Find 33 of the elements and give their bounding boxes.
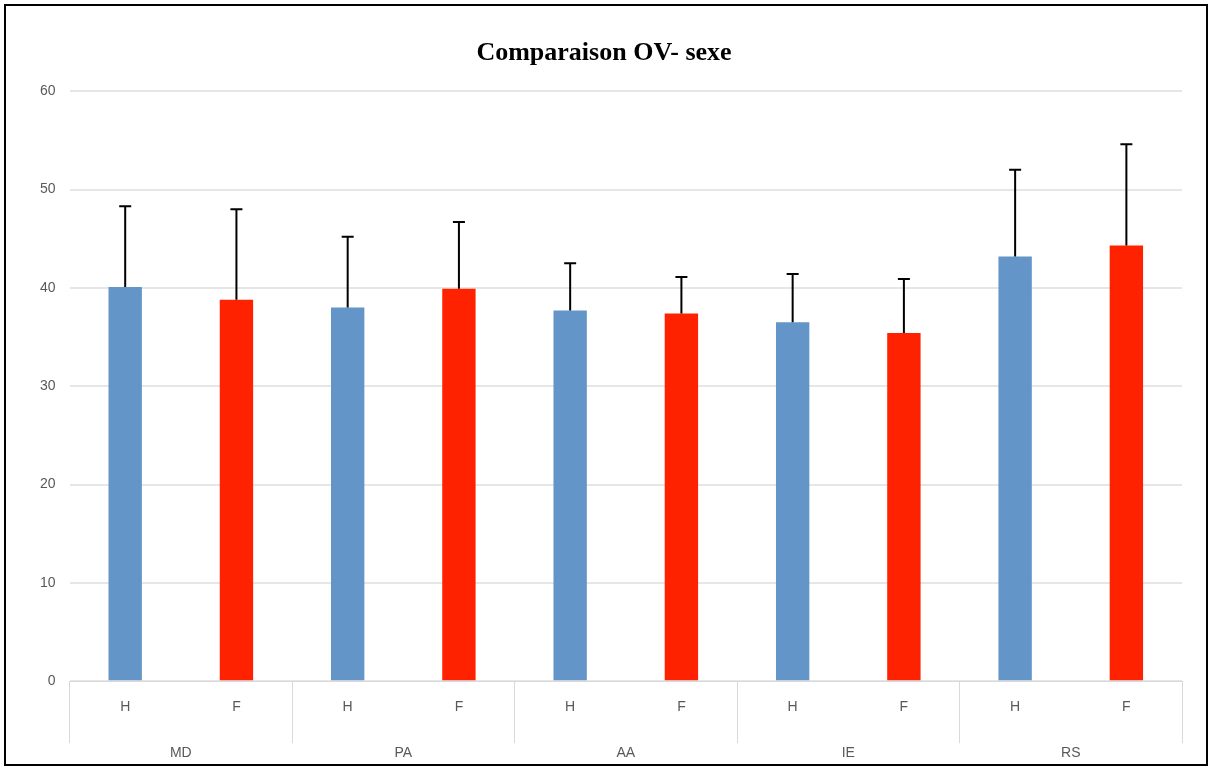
bar bbox=[998, 256, 1032, 681]
text: F bbox=[677, 698, 686, 715]
series-label: F bbox=[232, 698, 241, 715]
bar bbox=[219, 299, 254, 681]
x-tick-label: PA bbox=[394, 744, 413, 761]
bar bbox=[108, 286, 142, 681]
text: H bbox=[1010, 698, 1021, 715]
y-tick-label: 10 bbox=[39, 573, 56, 590]
y-tick-label: 40 bbox=[39, 278, 56, 295]
bar bbox=[664, 313, 699, 681]
text: H bbox=[342, 698, 353, 715]
text: F bbox=[454, 698, 464, 715]
x-tick-label: IE bbox=[841, 744, 855, 761]
bar bbox=[1109, 245, 1144, 681]
series-label: H bbox=[120, 698, 131, 715]
bar bbox=[775, 322, 810, 681]
text: H bbox=[565, 698, 576, 715]
bar bbox=[330, 307, 365, 681]
y-tick-label: 60 bbox=[39, 82, 56, 99]
bar bbox=[442, 288, 476, 681]
x-tick-label: MD bbox=[169, 744, 192, 761]
x-tick-label: AA bbox=[616, 744, 636, 761]
x-tick-label: RS bbox=[1061, 744, 1081, 761]
y-tick-label: 0 bbox=[47, 672, 56, 689]
chart-title: Comparaison OV- sexe bbox=[476, 37, 732, 67]
bar bbox=[553, 310, 587, 681]
y-tick-label: 20 bbox=[39, 475, 56, 492]
text: F bbox=[899, 698, 909, 715]
text: F bbox=[1122, 698, 1131, 715]
text: H bbox=[787, 698, 798, 715]
bar bbox=[887, 333, 921, 681]
y-tick-label: 30 bbox=[39, 377, 56, 394]
y-tick-label: 50 bbox=[39, 180, 56, 197]
